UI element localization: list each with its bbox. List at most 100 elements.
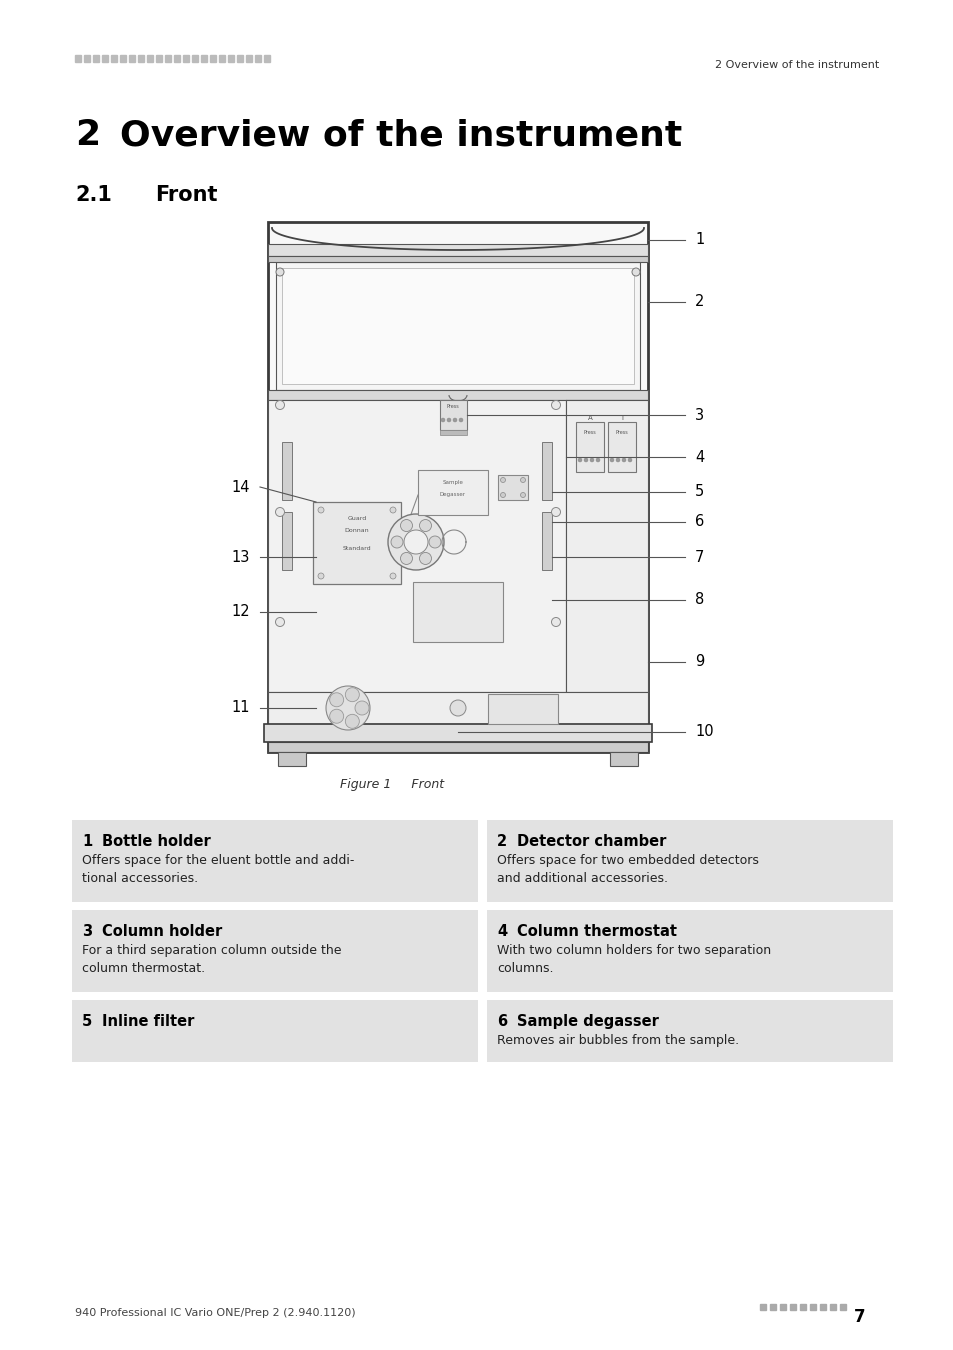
Text: Guard: Guard: [347, 516, 366, 521]
Circle shape: [631, 269, 639, 275]
Circle shape: [390, 508, 395, 513]
Text: 3: 3: [695, 408, 703, 423]
Bar: [282, 512, 292, 570]
Circle shape: [391, 536, 402, 548]
Bar: [277, 752, 306, 765]
Bar: [71, 910, 477, 992]
Circle shape: [578, 458, 581, 462]
Text: 5: 5: [695, 485, 703, 500]
Text: 2 Overview of the instrument: 2 Overview of the instrument: [714, 59, 878, 70]
Bar: [800, 1304, 805, 1310]
Text: Figure 1     Front: Figure 1 Front: [339, 778, 444, 791]
Circle shape: [450, 701, 465, 716]
Text: 3: 3: [82, 923, 92, 940]
Circle shape: [616, 458, 619, 462]
Bar: [820, 1304, 825, 1310]
Bar: [439, 400, 467, 431]
Circle shape: [551, 617, 560, 626]
Bar: [102, 55, 108, 62]
Text: 7: 7: [695, 549, 703, 564]
Text: With two column holders for two separation
columns.: With two column holders for two separati…: [497, 944, 770, 975]
Text: Sample: Sample: [442, 481, 463, 485]
Text: Removes air bubbles from the sample.: Removes air bubbles from the sample.: [497, 1034, 739, 1048]
Text: 4: 4: [497, 923, 507, 940]
Bar: [92, 55, 99, 62]
Bar: [565, 400, 647, 693]
Text: Detector chamber: Detector chamber: [517, 834, 666, 849]
Circle shape: [317, 572, 324, 579]
Bar: [268, 390, 647, 400]
Bar: [760, 1304, 765, 1310]
Bar: [275, 262, 639, 390]
Text: 6: 6: [695, 514, 703, 529]
Text: 10: 10: [695, 725, 713, 740]
Bar: [173, 55, 180, 62]
Text: 11: 11: [232, 701, 250, 716]
Circle shape: [345, 687, 359, 702]
Circle shape: [275, 508, 284, 517]
Circle shape: [429, 536, 440, 548]
Circle shape: [520, 478, 525, 482]
Bar: [413, 582, 502, 643]
Bar: [417, 470, 488, 514]
Bar: [576, 423, 603, 472]
Bar: [192, 55, 198, 62]
Bar: [486, 819, 892, 902]
Circle shape: [330, 709, 343, 724]
Text: 1: 1: [82, 834, 92, 849]
Circle shape: [589, 458, 594, 462]
Circle shape: [520, 493, 525, 498]
Bar: [769, 1304, 775, 1310]
Bar: [268, 256, 647, 262]
Text: Column thermostat: Column thermostat: [517, 923, 677, 940]
Text: Sample degasser: Sample degasser: [517, 1014, 659, 1029]
Circle shape: [317, 508, 324, 513]
Bar: [75, 55, 81, 62]
Circle shape: [275, 401, 284, 409]
Circle shape: [621, 458, 625, 462]
Circle shape: [390, 572, 395, 579]
Text: 2: 2: [497, 834, 507, 849]
Circle shape: [275, 617, 284, 626]
Text: 9: 9: [695, 655, 703, 670]
Bar: [156, 55, 162, 62]
Bar: [486, 910, 892, 992]
Text: Overview of the instrument: Overview of the instrument: [120, 117, 681, 153]
Bar: [607, 423, 636, 472]
Bar: [829, 1304, 835, 1310]
Circle shape: [627, 458, 631, 462]
Text: Front: Front: [154, 185, 217, 205]
Circle shape: [500, 493, 505, 498]
Circle shape: [326, 686, 370, 730]
Text: Inline filter: Inline filter: [102, 1014, 194, 1029]
Bar: [609, 752, 638, 765]
Circle shape: [403, 531, 428, 554]
Circle shape: [275, 269, 284, 275]
Bar: [313, 502, 400, 585]
Bar: [268, 693, 647, 724]
Circle shape: [500, 478, 505, 482]
Text: Press: Press: [446, 404, 459, 409]
Circle shape: [388, 514, 443, 570]
Bar: [268, 400, 647, 693]
Bar: [840, 1304, 845, 1310]
Text: Press: Press: [583, 431, 596, 435]
Circle shape: [419, 552, 431, 564]
Bar: [210, 55, 215, 62]
Bar: [84, 55, 90, 62]
Text: 12: 12: [232, 605, 250, 620]
Circle shape: [596, 458, 599, 462]
Bar: [268, 244, 647, 256]
Bar: [541, 512, 552, 570]
Text: 7: 7: [853, 1308, 864, 1326]
Bar: [488, 694, 558, 724]
Bar: [201, 55, 207, 62]
Bar: [111, 55, 117, 62]
Text: 1: 1: [695, 232, 703, 247]
Text: 8: 8: [695, 593, 703, 608]
Bar: [268, 743, 647, 752]
Circle shape: [551, 508, 560, 517]
Bar: [264, 724, 651, 742]
Text: Column holder: Column holder: [102, 923, 222, 940]
Bar: [71, 1000, 477, 1062]
